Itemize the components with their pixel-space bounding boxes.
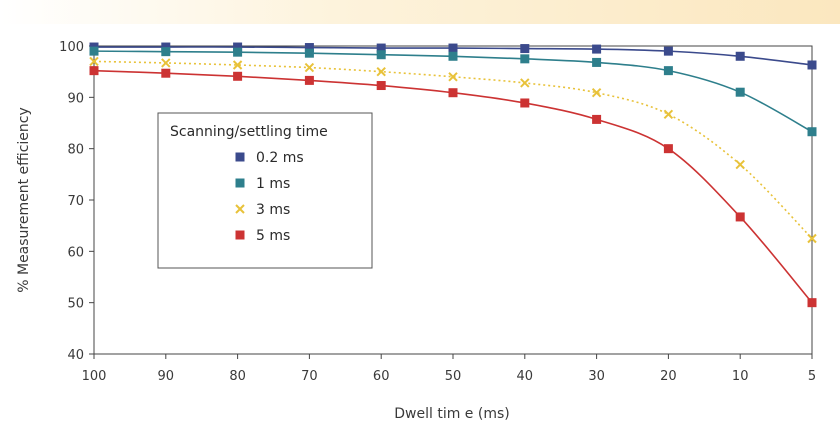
data-point: [448, 72, 458, 82]
series-line: [93, 60, 813, 240]
data-point: [304, 43, 314, 53]
data-point: [807, 298, 817, 308]
legend-item: 0.2 ms: [235, 150, 304, 166]
y-tick-label: 70: [67, 194, 84, 209]
header-band: [0, 0, 840, 24]
data-point: [304, 48, 314, 58]
legend-marker: [235, 152, 245, 162]
data-point: [663, 144, 673, 154]
data-point: [161, 68, 171, 78]
x-tick-label: 40: [517, 369, 534, 384]
data-point: [735, 87, 745, 97]
legend-label: 1 ms: [256, 176, 290, 192]
data-point: [735, 159, 745, 170]
x-tick-label: 20: [660, 369, 677, 384]
legend-marker: [235, 230, 245, 240]
series-layer: [89, 42, 817, 308]
y-tick-label: 90: [67, 91, 84, 106]
legend-title: Scanning/settling time: [170, 124, 328, 140]
x-tick-label: 100: [82, 369, 107, 384]
x-tick-label: 70: [301, 369, 318, 384]
x-tick-label: 10: [732, 369, 749, 384]
data-point: [376, 50, 386, 60]
legend-item: 5 ms: [235, 228, 290, 244]
data-point: [807, 127, 817, 137]
x-tick-label: 50: [445, 369, 462, 384]
data-point: [89, 46, 99, 56]
y-tick-label: 80: [67, 143, 84, 158]
data-point: [448, 88, 458, 98]
data-point: [304, 62, 315, 73]
data-point: [592, 44, 602, 54]
x-tick-label: 30: [588, 369, 605, 384]
y-axis: 40 50 60 70 80 90 100: [59, 40, 94, 363]
data-point: [233, 42, 243, 52]
legend-items: 0.2 ms 1 ms 3 ms 5 ms: [235, 150, 304, 244]
data-point: [807, 60, 817, 70]
data-point: [735, 51, 745, 61]
data-point: [663, 46, 673, 56]
data-point: [592, 57, 602, 67]
data-point: [161, 47, 171, 57]
series-3: [89, 66, 817, 308]
data-point: [591, 88, 602, 98]
legend-marker: [235, 178, 245, 188]
data-point: [376, 81, 386, 91]
data-point: [520, 54, 530, 64]
legend-label: 0.2 ms: [256, 150, 304, 166]
x-axis-title: Dwell tim e (ms): [394, 406, 509, 422]
data-point: [735, 212, 745, 222]
legend-marker: [235, 204, 245, 214]
data-point: [807, 233, 817, 244]
legend-item: 3 ms: [235, 202, 290, 218]
x-tick-label: 60: [373, 369, 390, 384]
legend: Scanning/settling time 0.2 ms 1 ms 3 ms 5 m…: [157, 112, 373, 269]
data-point: [304, 75, 314, 85]
data-point: [520, 98, 530, 108]
data-point: [592, 114, 602, 124]
series-0: [89, 42, 817, 70]
data-point: [233, 71, 243, 81]
legend-label: 3 ms: [256, 202, 290, 218]
x-tick-label: 80: [229, 369, 246, 384]
y-tick-label: 50: [67, 297, 84, 312]
data-point: [89, 66, 99, 76]
data-point: [520, 44, 530, 54]
data-point: [161, 58, 171, 68]
data-point: [376, 43, 386, 53]
legend-box: [157, 112, 373, 269]
data-point: [161, 42, 171, 52]
data-point: [448, 43, 458, 53]
x-axis: 100 90 80 70 60 50 40 30 20 10 5: [82, 354, 816, 384]
y-axis-title: % Measurement efficiency: [16, 107, 32, 293]
data-point: [232, 60, 243, 70]
series-2: [89, 56, 817, 244]
legend-label: 5 ms: [256, 228, 290, 244]
x-tick-label: 5: [808, 369, 816, 384]
y-tick-label: 40: [67, 348, 84, 363]
x-tick-label: 90: [158, 369, 175, 384]
series-1: [89, 46, 817, 137]
data-point: [663, 109, 674, 119]
data-point: [520, 78, 530, 88]
data-point: [376, 66, 386, 77]
y-tick-label: 100: [59, 40, 84, 55]
data-point: [663, 66, 673, 76]
data-point: [233, 47, 243, 57]
data-point: [89, 56, 99, 67]
legend-item: 1 ms: [235, 176, 290, 192]
data-point: [448, 51, 458, 61]
y-tick-label: 60: [67, 245, 84, 260]
